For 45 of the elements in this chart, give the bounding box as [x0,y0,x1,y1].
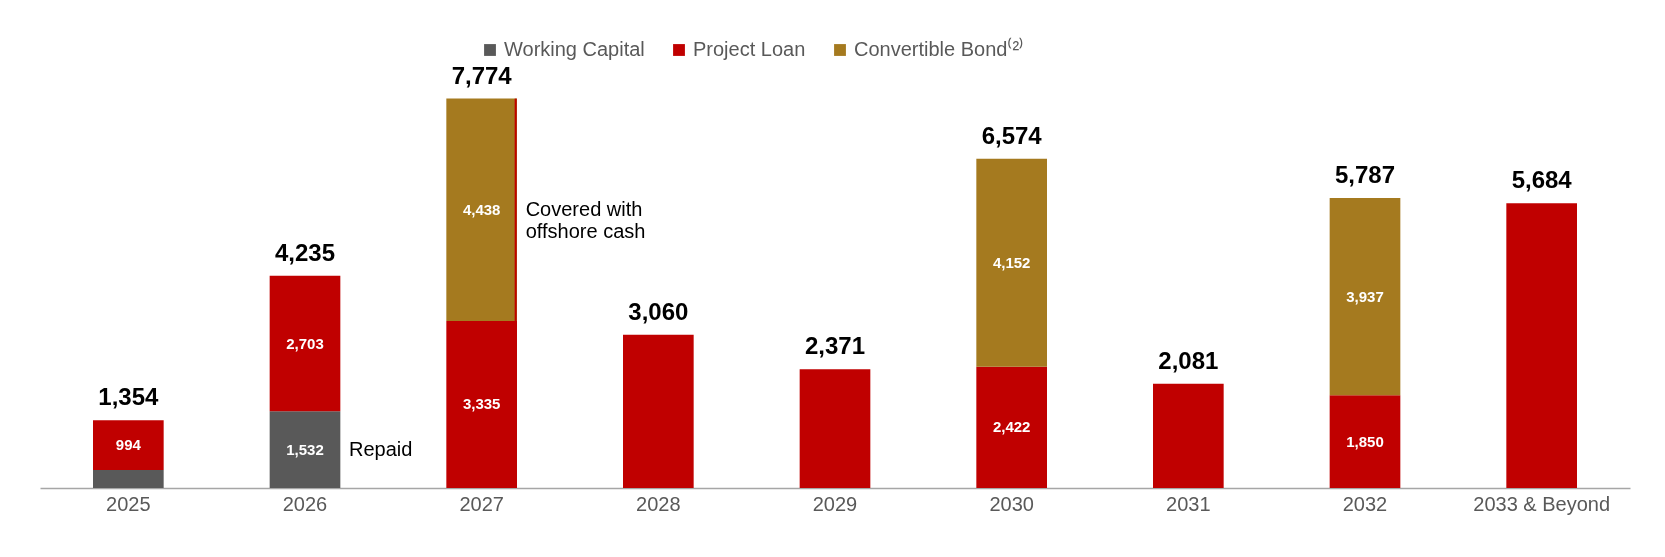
total-label: 1,354 [98,383,160,411]
total-label: 7,774 [451,61,513,89]
data-label: 4,438 [462,200,501,218]
legend-label: Convertible Bond⁽²⁾ [854,37,1025,60]
data-label: 2,422 [992,418,1031,436]
data-label: 1,850 [1346,432,1384,450]
bar [1153,383,1224,488]
bar [976,366,1047,488]
bar [446,98,517,321]
data-label: 3,335 [462,395,501,413]
total-label: 5,684 [1511,166,1573,194]
bar [269,275,341,412]
x-tick-label: 2025 [106,492,151,515]
bar [976,158,1047,367]
bar [93,469,164,488]
bar [93,420,164,470]
annotation: Repaid [349,437,413,460]
total-label: 6,574 [981,121,1043,149]
bar [1506,203,1577,488]
annotation: Covered with offshore cash [525,197,646,242]
data-label: 1,532 [286,440,324,458]
x-tick-label: 2028 [636,492,681,515]
data-label: 2,703 [286,334,324,352]
bar [1329,395,1401,488]
bar [1329,198,1401,396]
data-label: 3,937 [1346,287,1384,305]
total-label: 4,235 [274,238,336,266]
total-label: 2,081 [1158,346,1219,374]
x-tick-label: 2033 & Beyond [1473,492,1611,515]
data-label: 994 [115,436,142,454]
x-tick-label: 2030 [989,492,1034,515]
bar [269,411,341,488]
total-label: 5,787 [1334,161,1396,189]
legend-label: Project Loan [693,38,806,60]
bar [799,369,871,488]
x-tick-label: 2027 [459,492,504,515]
x-tick-label: 2029 [812,492,858,515]
total-label: 3,060 [628,297,689,325]
legend-label: Working Capital [504,38,645,60]
data-label: 4,152 [992,253,1031,271]
x-tick-label: 2032 [1342,492,1388,515]
total-label: 2,371 [804,332,866,360]
x-tick-label: 2026 [282,492,328,515]
x-tick-label: 2031 [1166,492,1211,515]
bar [623,334,694,488]
